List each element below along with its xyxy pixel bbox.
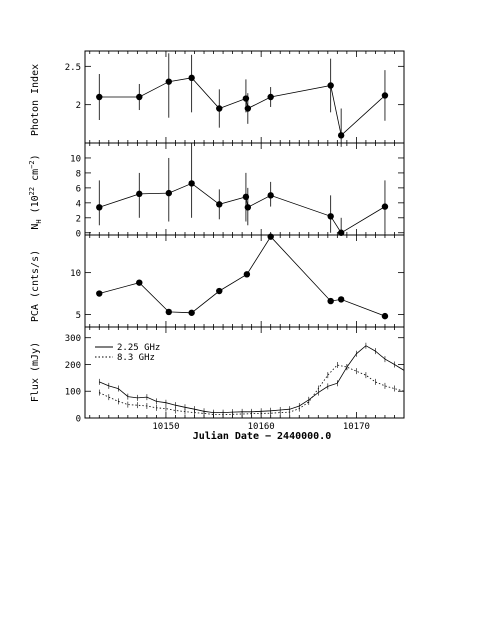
nh-ylabel-sup2: −2 xyxy=(28,160,36,168)
panel-flux: Flux (mJy) 2.25 GHz 8.3 GHz Julian Date … xyxy=(30,326,405,442)
data-point xyxy=(243,271,251,278)
legend-label-2.25ghz: 2.25 GHz xyxy=(117,343,160,353)
series-line-8.3ghz xyxy=(99,364,405,415)
panel-photon-index: Photon Index 2 2.5 xyxy=(30,50,405,147)
x-axis-label: Julian Date − 2440000.0 xyxy=(193,430,331,442)
y-tick-label: 5 xyxy=(76,311,81,321)
data-point xyxy=(96,93,103,101)
data-point xyxy=(216,105,223,112)
y-tick-label: 0 xyxy=(76,415,81,425)
y-tick-label: 6 xyxy=(76,184,81,194)
y-tick-label: 0 xyxy=(76,229,81,239)
data-point xyxy=(96,204,103,211)
data-point xyxy=(136,279,143,286)
photon-index-ylabel: Photon Index xyxy=(30,64,41,136)
data-point xyxy=(337,132,345,139)
data-point xyxy=(188,180,195,187)
data-point xyxy=(267,233,274,240)
data-point xyxy=(165,189,172,197)
data-point xyxy=(216,287,223,295)
y-tick-label: 2.5 xyxy=(65,63,81,73)
y-tick-label: 100 xyxy=(65,388,81,398)
nh-ylabel-sub: H xyxy=(35,219,43,223)
y-tick-label: 8 xyxy=(76,169,81,179)
plot-frame xyxy=(84,234,405,328)
x-tick-label: 10160 xyxy=(248,422,275,432)
series-line xyxy=(99,77,386,137)
pca-ylabel: PCA (cnts/s) xyxy=(30,250,41,322)
data-point xyxy=(244,105,252,112)
nh-ylabel-mid: (10 xyxy=(30,195,41,219)
nh-ylabel-sup1: 22 xyxy=(28,187,36,195)
series-line xyxy=(99,236,386,317)
data-point xyxy=(381,92,389,99)
nh-ylabel-end: ) xyxy=(30,154,41,160)
data-point xyxy=(327,82,334,89)
y-tick-label: 10 xyxy=(70,154,81,164)
data-point xyxy=(327,297,334,305)
nh-ylabel-main: N xyxy=(30,224,41,230)
data-point xyxy=(267,93,274,101)
data-point xyxy=(327,213,334,220)
nh-ylabel-mid2: cm xyxy=(30,169,41,187)
data-point xyxy=(381,312,389,320)
flux-ylabel: Flux (mJy) xyxy=(30,342,41,402)
data-point xyxy=(136,190,143,198)
data-point xyxy=(381,203,389,210)
data-point xyxy=(267,192,274,199)
data-point xyxy=(165,78,172,85)
x-tick-label: 10170 xyxy=(343,422,370,432)
x-tick-label: 10150 xyxy=(152,422,179,432)
y-tick-label: 10 xyxy=(70,269,81,279)
data-point xyxy=(96,290,103,297)
y-tick-label: 200 xyxy=(65,361,81,371)
y-tick-label: 2 xyxy=(76,214,81,224)
data-point xyxy=(136,93,143,101)
data-point xyxy=(188,74,195,82)
data-point xyxy=(188,309,195,316)
nh-ylabel: NH (1022 cm−2) xyxy=(28,154,43,229)
data-point xyxy=(216,201,223,208)
data-point xyxy=(244,204,252,211)
data-point xyxy=(337,229,345,236)
panel-pca: PCA (cnts/s) 5 10 xyxy=(30,233,405,328)
plot-frame xyxy=(84,142,405,236)
panel-nh: NH (1022 cm−2) 0 2 4 6 8 10 xyxy=(28,142,405,239)
data-point xyxy=(337,296,345,303)
data-point xyxy=(165,308,172,316)
series-line xyxy=(99,182,386,234)
y-tick-label: 2 xyxy=(76,101,81,111)
y-tick-label: 300 xyxy=(65,334,81,344)
legend-label-8.3ghz: 8.3 GHz xyxy=(117,353,155,363)
y-tick-label: 4 xyxy=(76,199,81,209)
